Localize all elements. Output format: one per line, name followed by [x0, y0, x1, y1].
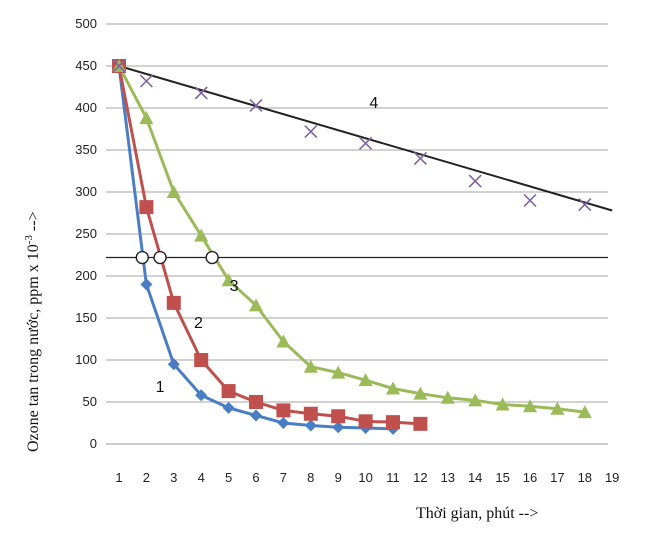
grid-layer — [106, 23, 608, 445]
series-3-point — [139, 111, 154, 125]
y-tick-label: 450 — [75, 58, 97, 73]
series-1-point — [195, 389, 208, 402]
series-4-point — [578, 198, 592, 212]
y-tick-label: 0 — [90, 436, 97, 451]
series-3-point — [468, 393, 483, 407]
series-4-point — [249, 98, 263, 113]
intersection-marker — [205, 250, 219, 265]
x-tick-label: 14 — [468, 470, 482, 485]
series-2-point — [276, 403, 291, 418]
series-2-point — [166, 295, 181, 310]
x-tick-label: 9 — [335, 470, 342, 485]
series-1-point — [167, 358, 180, 371]
x-tick-label: 15 — [495, 470, 509, 485]
y-tick-label: 50 — [83, 394, 97, 409]
y-tick-label: 200 — [75, 268, 97, 283]
x-tick-label: 7 — [280, 470, 287, 485]
x-tick-label: 17 — [550, 470, 564, 485]
series-2-point — [413, 416, 428, 431]
series-4-point — [194, 86, 208, 100]
x-tick-label: 19 — [605, 470, 619, 485]
series-3-point — [358, 373, 373, 387]
series-3-point — [577, 405, 592, 419]
curve-label-4: 4 — [369, 95, 378, 112]
series-2-point — [358, 414, 373, 429]
x-tick-label: 16 — [523, 470, 537, 485]
series-1-line — [117, 65, 394, 431]
series-3-point — [194, 228, 209, 242]
series-4-point — [413, 151, 427, 165]
series-1-point — [140, 278, 153, 291]
series-3-point — [550, 401, 565, 415]
series-3-point — [331, 365, 346, 379]
series-3-point — [386, 381, 400, 395]
x-tick-label: 1 — [115, 470, 122, 485]
series-1-point — [304, 419, 317, 432]
x-tick-label: 18 — [578, 470, 592, 485]
curve-label-1: 1 — [156, 379, 165, 396]
label-layer: 1 2 3 4 — [156, 95, 379, 396]
series-4-point — [139, 74, 153, 88]
series-3-point — [166, 185, 181, 198]
x-tick-label: 12 — [413, 470, 427, 485]
y-tick-label: 500 — [75, 16, 97, 31]
x-tick-label: 3 — [170, 470, 177, 485]
series-1-point — [222, 401, 235, 414]
series-4-point — [304, 124, 318, 139]
y-tick-label: 300 — [75, 184, 97, 199]
series-2-point — [194, 353, 209, 367]
series-2-line — [117, 65, 421, 426]
x-tick-label: 8 — [307, 470, 314, 485]
series-4-point — [468, 174, 482, 188]
series-2-point — [303, 406, 318, 421]
series-2-point — [221, 384, 236, 399]
intersection-marker — [153, 250, 167, 265]
x-tick-label: 11 — [386, 470, 400, 485]
x-tick-label: 13 — [441, 470, 455, 485]
x-tick-label: 10 — [358, 470, 372, 485]
series-1-point — [250, 409, 262, 422]
y-axis-arrow: --> — [25, 211, 42, 235]
series-4-point — [359, 136, 373, 150]
series-3-point — [440, 390, 455, 404]
y-tick-label: 250 — [75, 226, 97, 241]
series-2-point — [331, 409, 346, 424]
x-tick-label: 6 — [252, 470, 259, 485]
y-axis-title: Ozone tan trong nước, ppm x 10-3 --> — [23, 211, 42, 452]
x-axis-title: Thời gian, phút --> — [416, 505, 538, 522]
y-tick-label: 100 — [75, 352, 97, 367]
series-4-point — [523, 193, 537, 207]
curve-label-2: 2 — [194, 315, 203, 332]
y-tick-label: 350 — [75, 142, 97, 157]
intersection-marker — [135, 250, 149, 265]
series-3-point — [303, 359, 318, 373]
series-3-line — [117, 65, 585, 414]
series-3-point — [276, 334, 291, 348]
series-1-point — [332, 421, 345, 434]
series-3-point — [495, 397, 510, 411]
y-tick-label: 400 — [75, 100, 97, 115]
series-4-trend-line — [118, 65, 613, 212]
series-1-point — [277, 417, 290, 429]
x-tick-label: 5 — [225, 470, 232, 485]
curve-label-3: 3 — [230, 278, 239, 295]
marker-layer — [112, 59, 592, 435]
x-tick-label: 4 — [198, 470, 205, 485]
x-tick-label: 2 — [143, 470, 150, 485]
series-2-point — [139, 200, 154, 215]
y-axis-exponent: -3 — [23, 235, 35, 245]
series-2-point — [386, 415, 400, 430]
series-3-point — [413, 386, 428, 400]
y-tick-label: 150 — [75, 310, 97, 325]
series-2-point — [249, 395, 263, 409]
series-4-point — [112, 59, 126, 73]
series-3-point — [249, 298, 263, 312]
series-3-point — [221, 273, 236, 287]
series-3-point — [523, 399, 537, 413]
